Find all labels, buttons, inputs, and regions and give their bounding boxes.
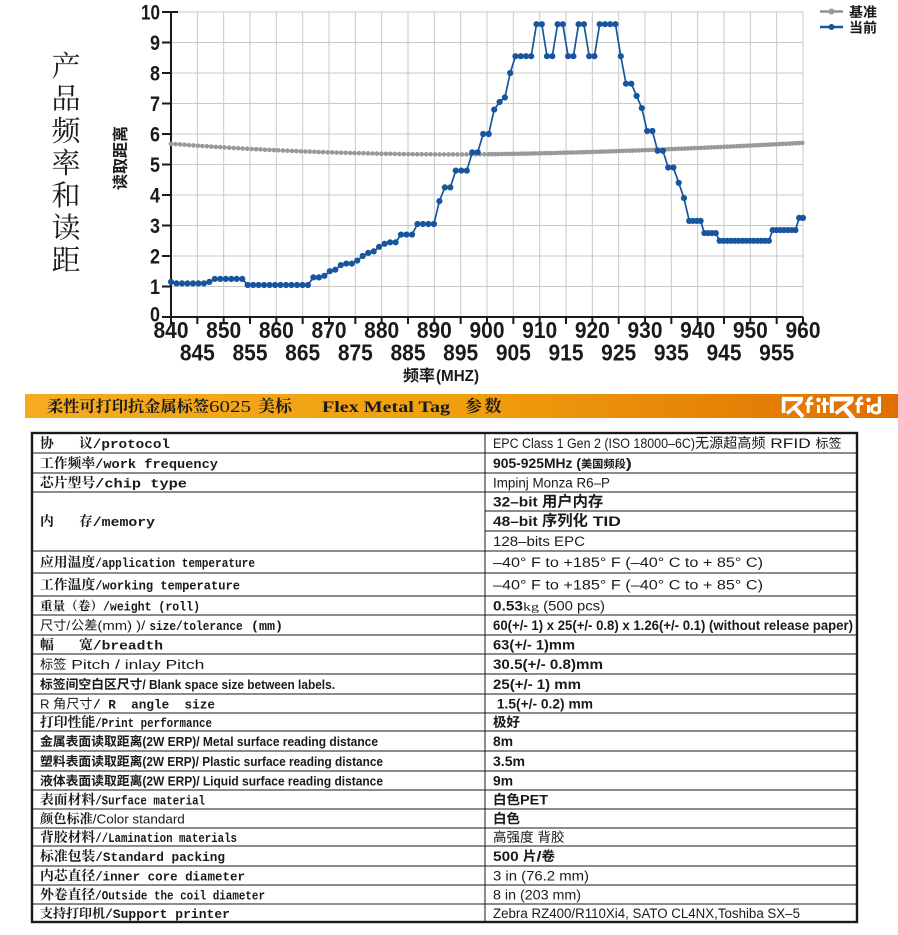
svg-text:900: 900 xyxy=(470,317,505,343)
svg-text:30.5(+/- 0.8)mm: 30.5(+/- 0.8)mm xyxy=(493,657,603,672)
svg-text:880: 880 xyxy=(364,317,399,343)
svg-text:/Outside the coil diameter: /Outside the coil diameter xyxy=(95,888,265,903)
svg-text:890: 890 xyxy=(417,317,452,343)
svg-text:48–bit: 48–bit xyxy=(493,514,542,529)
svg-text:860: 860 xyxy=(259,317,294,343)
svg-text:Zebra RZ400/R110Xi4, SATO CL4N: Zebra RZ400/R110Xi4, SATO CL4NX,Toshiba … xyxy=(493,906,800,921)
svg-text:0.53: 0.53 xyxy=(493,598,524,613)
svg-text:(mm) )/: (mm) )/ xyxy=(97,618,149,633)
svg-text:0: 0 xyxy=(150,304,160,327)
svg-text:850: 850 xyxy=(206,317,241,343)
svg-text:/ Blank space size between lab: / Blank space size between labels. xyxy=(142,677,335,692)
svg-text:955: 955 xyxy=(759,340,794,366)
svg-text:/inner core diameter: /inner core diameter xyxy=(95,869,245,884)
svg-text:5: 5 xyxy=(150,154,160,177)
svg-text:25(+/- 1) mm: 25(+/- 1) mm xyxy=(493,677,581,692)
svg-text:63(+/- 1)mm: 63(+/- 1)mm xyxy=(493,637,575,652)
svg-text:945: 945 xyxy=(707,340,742,366)
svg-text:/breadth: /breadth xyxy=(93,638,163,653)
svg-text:925: 925 xyxy=(601,340,636,366)
svg-text:950: 950 xyxy=(733,317,768,343)
svg-text:/: / xyxy=(537,849,542,864)
svg-text:(500 pcs): (500 pcs) xyxy=(539,598,605,613)
svg-text:(MHZ): (MHZ) xyxy=(436,368,479,385)
svg-text:/ R angle size: / R angle size xyxy=(93,697,215,712)
svg-text:1.5(+/- 0.2) mm: 1.5(+/- 0.2) mm xyxy=(493,696,593,711)
svg-text:kg: kg xyxy=(523,599,539,613)
svg-text:3.5m: 3.5m xyxy=(493,754,525,769)
svg-text:/protocol: /protocol xyxy=(93,437,170,452)
svg-text://Lamination materials: //Lamination materials xyxy=(95,831,237,846)
svg-text:855: 855 xyxy=(233,340,268,366)
svg-text:865: 865 xyxy=(285,340,320,366)
svg-text:3: 3 xyxy=(150,215,160,238)
svg-text:(2W ERP)/ Metal surface readin: (2W ERP)/ Metal surface reading distance xyxy=(142,734,378,749)
svg-text:/chip type: /chip type xyxy=(95,476,187,491)
svg-text:7: 7 xyxy=(150,93,160,116)
svg-text:905-925MHz (: 905-925MHz ( xyxy=(493,456,582,471)
svg-text:128–bits EPC: 128–bits EPC xyxy=(493,534,585,549)
svg-text:(2W ERP)/ Liquid surface readi: (2W ERP)/ Liquid surface reading distanc… xyxy=(142,773,383,788)
svg-text:1: 1 xyxy=(150,276,160,299)
svg-text:/Color standard: /Color standard xyxy=(93,811,185,826)
svg-text:8 in (203 mm): 8 in (203 mm) xyxy=(493,887,581,902)
svg-text:–40° F to +185° F (–40° C to +: –40° F to +185° F (–40° C to + 85° C) xyxy=(493,555,763,570)
svg-text:935: 935 xyxy=(654,340,689,366)
svg-text:EPC Class 1 Gen 2 (ISO 18000–6: EPC Class 1 Gen 2 (ISO 18000–6C) xyxy=(493,436,695,451)
svg-text:10: 10 xyxy=(141,2,160,25)
svg-text:9: 9 xyxy=(150,32,160,55)
svg-text:8: 8 xyxy=(150,63,160,86)
svg-text:60(+/- 1) x 25(+/- 0.8) x 1.26: 60(+/- 1) x 25(+/- 0.8) x 1.26(+/- 0.1) … xyxy=(493,618,853,633)
svg-text:960: 960 xyxy=(786,317,821,343)
svg-text:905: 905 xyxy=(496,340,531,366)
svg-text:930: 930 xyxy=(628,317,663,343)
svg-text:/Support printer: /Support printer xyxy=(105,907,230,922)
svg-text:870: 870 xyxy=(312,317,347,343)
svg-text:Pitch / inlay Pitch: Pitch / inlay Pitch xyxy=(66,657,204,672)
svg-text:940: 940 xyxy=(680,317,715,343)
svg-text:6: 6 xyxy=(150,124,160,147)
svg-text:6025: 6025 xyxy=(209,397,251,416)
svg-text:Flex Metal Tag: Flex Metal Tag xyxy=(322,399,450,416)
svg-text:32–bit: 32–bit xyxy=(493,495,542,510)
svg-text:(mm): (mm) xyxy=(251,619,283,634)
svg-text:885: 885 xyxy=(391,340,426,366)
svg-text:size/tolerance: size/tolerance xyxy=(149,619,249,634)
svg-text:TID: TID xyxy=(588,514,621,529)
svg-text:PET: PET xyxy=(520,792,549,807)
svg-text:R: R xyxy=(40,696,53,711)
svg-text:/Surface material: /Surface material xyxy=(95,793,205,808)
svg-text:/memory: /memory xyxy=(93,515,155,530)
svg-text:915: 915 xyxy=(549,340,584,366)
svg-text:2: 2 xyxy=(150,246,160,269)
svg-text:(2W ERP)/ Plastic surface read: (2W ERP)/ Plastic surface reading distan… xyxy=(142,754,383,769)
svg-text:895: 895 xyxy=(443,340,478,366)
svg-text:/weight (roll): /weight (roll) xyxy=(103,599,200,614)
svg-text:/Print performance: /Print performance xyxy=(95,716,212,731)
svg-text:/Standard packing: /Standard packing xyxy=(95,850,225,865)
svg-text:9m: 9m xyxy=(493,773,513,788)
svg-text:845: 845 xyxy=(180,340,215,366)
svg-text:500: 500 xyxy=(493,849,523,864)
svg-text:Impinj Monza R6–P: Impinj Monza R6–P xyxy=(493,475,610,490)
svg-text:4: 4 xyxy=(150,185,160,208)
svg-text:840: 840 xyxy=(154,317,189,343)
svg-text:8m: 8m xyxy=(493,734,513,749)
svg-text:/working temperature: /working temperature xyxy=(95,578,240,593)
svg-text:): ) xyxy=(626,456,632,471)
svg-text:/application temperature: /application temperature xyxy=(95,556,255,571)
svg-text:920: 920 xyxy=(575,317,610,343)
svg-text:910: 910 xyxy=(522,317,557,343)
svg-text:RFID: RFID xyxy=(766,436,816,451)
svg-text:3 in (76.2 mm): 3 in (76.2 mm) xyxy=(493,868,589,883)
svg-text:/work frequency: /work frequency xyxy=(95,457,218,472)
svg-text:875: 875 xyxy=(338,340,373,366)
svg-text:/: / xyxy=(66,618,70,633)
svg-text:–40° F to +185° F (–40° C to +: –40° F to +185° F (–40° C to + 85° C) xyxy=(493,577,763,592)
